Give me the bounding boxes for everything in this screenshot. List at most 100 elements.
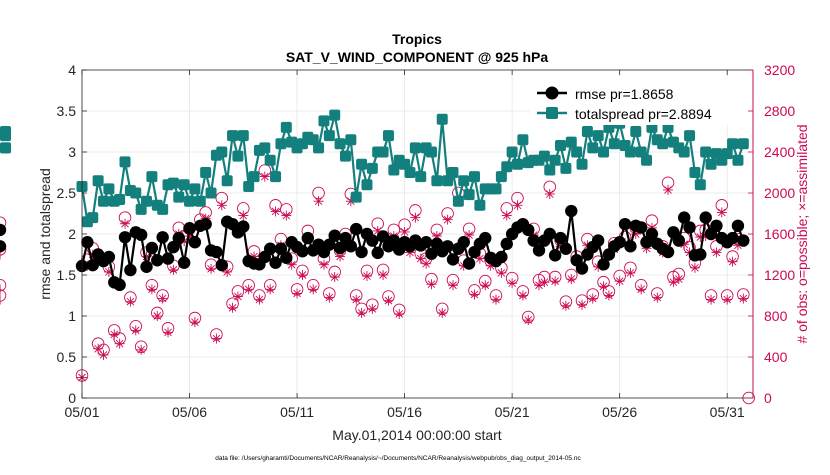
rmse-marker — [371, 246, 384, 260]
rmse-marker — [726, 231, 739, 245]
totalspread-marker — [727, 138, 739, 150]
totalspread-marker — [146, 171, 158, 183]
x-tick-label: 05/11 — [280, 404, 314, 420]
x-tick-label: 05/26 — [602, 404, 637, 420]
obs-assimilated-marker — [410, 212, 421, 223]
rmse-marker — [548, 249, 562, 262]
obs-assimilated-marker — [689, 262, 700, 273]
totalspread-marker — [114, 194, 126, 206]
obs-assimilated-marker — [711, 247, 722, 258]
totalspread-marker — [98, 195, 110, 207]
rmse-marker — [102, 250, 116, 264]
totalspread-marker — [141, 195, 153, 207]
totalspread-marker — [264, 154, 276, 166]
totalspread-marker — [237, 130, 249, 142]
obs-assimilated-marker — [297, 270, 308, 280]
totalspread-marker — [189, 183, 201, 195]
totalspread-marker — [173, 191, 185, 203]
obs-assimilated-marker — [324, 292, 335, 303]
rmse-marker — [333, 241, 347, 255]
totalspread-marker — [205, 187, 217, 199]
rmse-marker — [263, 242, 277, 255]
y-tick-label-right: 3200 — [764, 62, 795, 78]
obs-assimilated-marker — [216, 200, 227, 211]
obs-assimilated-marker — [329, 272, 340, 283]
right-axis: 0 400 800 1200 1600 2000 2400 2800 3200 — [748, 62, 795, 406]
rmse-marker — [215, 258, 228, 272]
obs-assimilated-marker — [130, 325, 141, 336]
totalspread-marker — [447, 167, 459, 178]
totalspread-marker — [194, 195, 206, 207]
obs-assimilated-marker — [206, 263, 217, 274]
y-tick-label-right: 800 — [764, 308, 788, 324]
rmse-marker — [694, 248, 707, 261]
obs-assimilated-marker — [399, 226, 410, 237]
y-tick-label-right: 2000 — [764, 185, 795, 201]
totalspread-marker — [361, 179, 373, 191]
rmse-marker — [597, 258, 610, 271]
rmse-marker — [479, 231, 492, 245]
totalspread-marker — [318, 115, 330, 127]
rmse-marker — [269, 256, 282, 269]
obs-assimilated-marker — [544, 189, 555, 200]
obs-possible-marker — [0, 289, 7, 302]
obs-assimilated-marker — [560, 300, 571, 311]
totalspread-marker — [248, 171, 260, 183]
totalspread-marker — [501, 161, 513, 173]
totalspread-marker — [243, 180, 255, 192]
totalspread-marker — [92, 175, 104, 187]
obs-possible-marker — [0, 279, 7, 292]
obs-assimilated-marker — [636, 284, 647, 295]
rmse-marker — [113, 278, 126, 292]
obs-assimilated-marker — [378, 270, 389, 280]
x-tick-label: 05/01 — [64, 404, 99, 420]
obs-assimilated-marker — [120, 218, 131, 229]
obs-assimilated-marker — [254, 294, 265, 305]
rmse-marker — [156, 231, 169, 244]
obs-assimilated-marker — [474, 253, 485, 264]
y-tick-label-left: 1 — [68, 308, 76, 324]
totalspread-marker — [694, 179, 706, 191]
obs-assimilated-marker — [318, 259, 329, 270]
y-tick-label-left: 3 — [68, 144, 76, 160]
rmse-marker — [323, 238, 336, 251]
obs-assimilated-marker — [157, 293, 168, 304]
rmse-marker — [543, 227, 556, 241]
totalspread-marker — [366, 162, 378, 174]
obs-assimilated-marker — [93, 343, 104, 354]
rmse-marker — [419, 236, 433, 249]
rmse-marker — [575, 262, 589, 275]
legend: rmse pr=1.8658 totalspread pr=2.8894 — [530, 77, 748, 125]
y-tick-label-left: 4 — [68, 62, 76, 78]
obs-assimilated-marker — [238, 210, 249, 221]
totalspread-marker — [377, 146, 389, 158]
chart-subtitle: SAT_V_WIND_COMPONENT @ 925 hPa — [286, 49, 549, 65]
y-tick-label-right: 0 — [764, 390, 772, 406]
totalspread-marker — [200, 167, 212, 178]
y-tick-label-left: 0 — [68, 390, 76, 406]
totalspread-marker — [404, 167, 416, 178]
obs-assimilated-marker — [146, 284, 157, 295]
obs-assimilated-marker — [281, 210, 292, 221]
rmse-marker — [387, 234, 401, 247]
obs-assimilated-marker — [716, 207, 727, 218]
rmse-marker — [672, 234, 686, 247]
obs-assimilated-marker — [163, 327, 174, 338]
obs-assimilated-marker — [415, 253, 426, 264]
totalspread-marker — [700, 146, 712, 158]
obs-assimilated-marker — [259, 171, 270, 182]
rmse-marker — [699, 211, 712, 224]
rmse-marker — [124, 263, 137, 277]
totalspread-marker — [452, 195, 464, 207]
totalspread-marker — [87, 212, 99, 224]
rmse-marker — [151, 254, 164, 267]
obs-assimilated-marker — [227, 302, 238, 313]
series-layer — [0, 109, 755, 405]
totalspread-marker — [232, 150, 244, 162]
totalspread-marker — [555, 139, 567, 151]
x-tick-label: 05/16 — [387, 404, 422, 420]
totalspread-marker — [350, 191, 362, 203]
obs-assimilated-marker — [383, 295, 394, 306]
obs-assimilated-marker — [598, 281, 609, 292]
totalspread-marker — [506, 146, 518, 158]
